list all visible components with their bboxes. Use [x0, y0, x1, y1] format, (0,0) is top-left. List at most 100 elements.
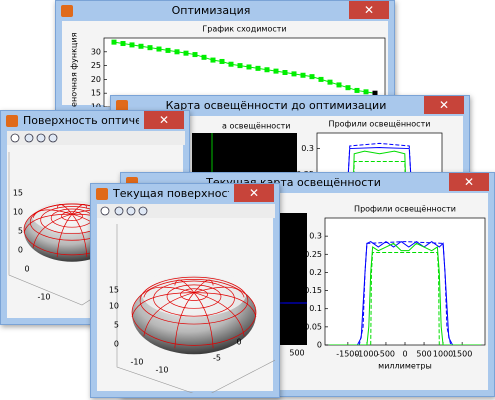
z-tick-label: 10 — [13, 208, 23, 217]
marker — [219, 58, 225, 64]
y-tick-label: 0.15 — [304, 286, 322, 295]
marker — [327, 79, 333, 85]
xy-tick-label: 0 — [236, 338, 241, 347]
close-button[interactable]: ✕ — [349, 1, 389, 19]
y-axis-label: Вт/мм2 — [291, 266, 300, 296]
plot-area — [346, 142, 413, 202]
window: Текущая поверхность оптичес... ✕ 15 10 5 0 -10… — [90, 183, 280, 398]
series-line — [328, 251, 482, 345]
window-icon — [6, 115, 18, 127]
mesh-rim — [131, 279, 257, 346]
marker — [246, 64, 252, 70]
mesh-ring — [139, 276, 249, 325]
series-line — [346, 147, 413, 202]
plot-area — [111, 39, 378, 96]
z-tick-label: 0 — [18, 246, 23, 255]
title-bar: Текущая поверхность оптичес... ✕ — [91, 184, 279, 204]
tool-icon[interactable] — [138, 206, 148, 216]
marker — [264, 67, 270, 73]
marker — [165, 47, 171, 53]
marker — [354, 87, 360, 93]
y-tick-label: 30 — [91, 47, 101, 56]
colorbar-label: Вт/мм2 — [295, 313, 304, 343]
y-tick-label: 0.3 — [301, 144, 314, 153]
mesh-meridian — [143, 286, 195, 298]
close-button[interactable]: ✕ — [424, 96, 464, 114]
axis-box — [116, 224, 275, 393]
marker — [318, 76, 324, 82]
mesh-meridian — [32, 209, 73, 218]
mesh-ring — [166, 284, 222, 309]
chart-title: Профили освещённости — [329, 120, 431, 129]
mesh-meridian — [193, 286, 245, 298]
y-tick-label: 20 — [91, 75, 101, 84]
mesh-meridian — [193, 292, 245, 337]
close-button[interactable]: ✕ — [449, 173, 489, 191]
marker — [210, 57, 216, 63]
marker — [300, 72, 306, 78]
tool-icon[interactable] — [10, 133, 20, 143]
marker — [174, 49, 180, 55]
toolbar — [7, 131, 185, 145]
mesh-meridian — [193, 292, 214, 349]
z-tick-label: 5 — [114, 321, 119, 330]
mesh-ring — [61, 211, 83, 221]
tool-icon[interactable] — [48, 133, 58, 143]
tool-icon[interactable] — [126, 206, 136, 216]
client-area: График сходимости ценочная функция 10 15 20 2… — [62, 21, 388, 107]
close-button[interactable]: ✕ — [234, 184, 274, 202]
tool-icon[interactable] — [114, 206, 124, 216]
marker — [192, 52, 198, 58]
chart-title: Профили освещённости — [354, 205, 456, 214]
x-tick-label: 1500 — [452, 350, 472, 359]
xy-tick-label: -10 — [37, 293, 50, 302]
window-title: Поверхность оптического эле... — [23, 114, 139, 127]
axes — [324, 217, 486, 346]
marker — [183, 50, 189, 56]
x-tick-label: 1000 — [433, 350, 453, 359]
z-tick-label: 15 — [13, 189, 23, 198]
marker — [372, 90, 378, 96]
window-icon — [116, 100, 128, 112]
y-tick-label: 25 — [91, 61, 101, 70]
marker — [237, 63, 243, 69]
marker — [201, 54, 207, 60]
marker — [273, 68, 279, 74]
marker — [228, 61, 234, 67]
y-tick-label: 0.25 — [304, 250, 322, 259]
y-axis-label: ценочная функция — [70, 32, 79, 107]
series-line — [328, 241, 482, 345]
xy-tick-label: -10 — [130, 358, 143, 367]
tool-icon[interactable] — [36, 133, 46, 143]
marker — [309, 74, 315, 80]
y-tick-label: 0.2 — [309, 268, 322, 277]
series-line — [352, 161, 407, 202]
z-tick-label: 0 — [114, 340, 119, 349]
tool-icon[interactable] — [24, 133, 34, 143]
mesh-meridian — [193, 292, 257, 317]
x-tick-label: -500 — [377, 350, 395, 359]
series-line — [352, 150, 407, 202]
map-tick-label: 500 — [289, 349, 304, 358]
xy-tick-label: -10 — [155, 366, 168, 375]
y-tick-label: 15 — [91, 89, 101, 98]
map-title: а освещённости — [222, 122, 290, 131]
y-tick-label: 0.3 — [309, 232, 322, 241]
close-button[interactable]: ✕ — [144, 111, 184, 129]
marker — [111, 39, 117, 45]
client-area: 15 10 5 0 -10 -10 -5 0 — [97, 204, 275, 393]
marker — [255, 65, 261, 71]
y-tick-label: 0.05 — [304, 322, 322, 331]
z-tick-label: 15 — [109, 286, 119, 295]
tool-icon[interactable] — [100, 206, 110, 216]
window-title: Оптимизация — [171, 4, 251, 17]
mesh-meridian — [56, 213, 73, 258]
mesh-meridian — [131, 292, 195, 317]
title-bar: Поверхность оптического эле... ✕ — [1, 111, 189, 131]
plot-area — [328, 240, 482, 345]
marker — [147, 45, 153, 51]
mesh-meridian — [174, 292, 195, 349]
window-icon — [96, 188, 108, 200]
z-tick-label: 10 — [109, 302, 119, 311]
